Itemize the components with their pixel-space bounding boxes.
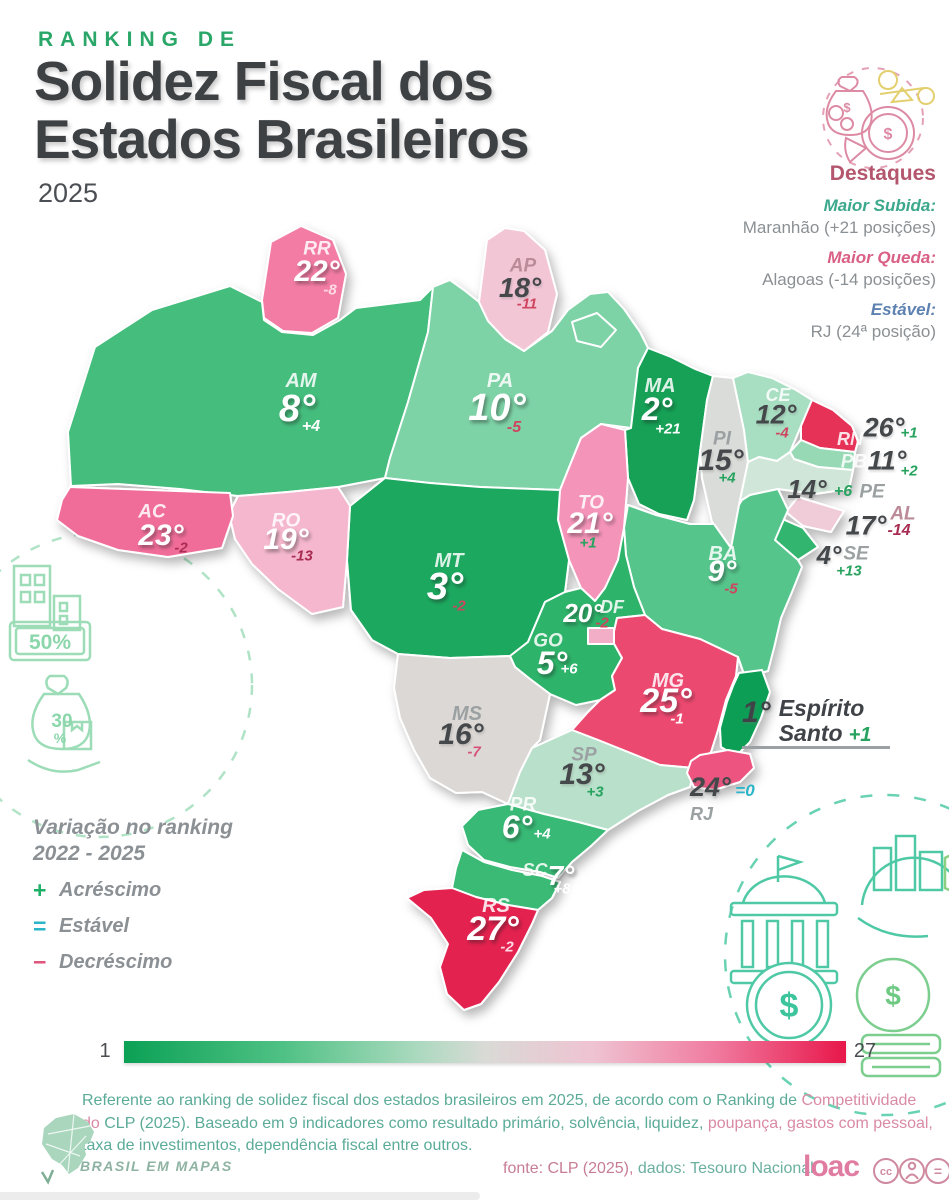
legend-label: Estável	[59, 914, 130, 937]
highlight-item: Estável: RJ (24ª posição)	[626, 300, 936, 342]
footnote-text: Referente ao ranking de solidez fiscal d…	[82, 1090, 934, 1158]
legend-symbol: =	[33, 912, 47, 939]
variation-legend: Variação no ranking 2022 - 2025 + Acrésci…	[33, 815, 233, 976]
state-shape-MA	[624, 347, 714, 521]
highlights-title: Destaques	[829, 162, 936, 185]
state-shape-RO	[228, 486, 351, 615]
highlight-label-queda: Maior Queda:	[827, 248, 936, 267]
title-line2: Estados Brasileiros	[34, 108, 530, 171]
state-shape-PA-1	[571, 312, 617, 348]
rj-rank: 24°	[690, 772, 731, 802]
es-delta: +1	[848, 723, 872, 746]
legend-title: Variação no ranking 2022 - 2025	[33, 815, 233, 868]
state-shape-CE	[732, 371, 813, 463]
bottom-strip	[0, 1192, 480, 1200]
source-dados: dados: Tesouro Nacional	[633, 1160, 814, 1177]
legend-symbol: +	[33, 876, 47, 903]
footnote-segment: Referente ao ranking de solidez fiscal d…	[82, 1092, 802, 1109]
source-line: fonte: CLP (2025), dados: Tesouro Nacion…	[503, 1160, 814, 1178]
brand-name: BRASIL EM MAPAS	[80, 1158, 233, 1174]
footnote-segment: poupança, gastos com pessoal,	[707, 1114, 933, 1132]
es-rank: 1°	[742, 696, 771, 729]
rj-callout: 24° =0 RJ	[690, 772, 755, 825]
es-name-line2: Santo	[778, 719, 843, 746]
kicker: RANKING DE	[38, 28, 242, 51]
highlight-item: Maior Queda: Alagoas (-14 posições)	[626, 248, 936, 290]
cc-icon: cc	[880, 1166, 892, 1178]
year-label: 2025	[38, 178, 99, 208]
scale-gradient	[124, 1040, 846, 1063]
source-fonte: fonte: CLP (2025),	[503, 1160, 634, 1177]
state-shape-RJ	[686, 749, 755, 791]
legend-title-line2: 2022 - 2025	[33, 842, 146, 866]
es-name: Espírito Santo +1	[779, 696, 872, 746]
state-shape-AC	[56, 486, 234, 558]
state-shape-PR	[461, 803, 609, 879]
es-callout: 1° Espírito Santo +1	[742, 696, 932, 749]
rank-scale-bar: 1 27	[92, 1040, 878, 1063]
legend-item: = Estável	[33, 913, 233, 940]
cc-equal-icon: =	[934, 1163, 942, 1179]
highlight-value-subida: Maranhão (+21 posições)	[742, 218, 936, 237]
legend-item: − Decréscimo	[33, 949, 233, 976]
state-shape-SP	[507, 729, 695, 831]
legend-item: + Acréscimo	[33, 877, 233, 904]
title-line1: Solidez Fiscal dos	[34, 50, 494, 112]
state-shape-SC	[451, 849, 561, 911]
loac-logo: loac	[803, 1150, 860, 1183]
brasil-em-mapas-logo-icon	[40, 1114, 94, 1185]
es-name-line1: Espírito	[778, 695, 865, 721]
highlights-panel: Destaques Maior Subida: Maranhão (+21 po…	[626, 162, 936, 342]
state-shape-RS	[406, 887, 539, 1011]
state-shape-RR	[261, 225, 347, 334]
footnote-segment: taxa de investimentos, dependência fisca…	[82, 1137, 473, 1155]
highlight-item: Maior Subida: Maranhão (+21 posições)	[626, 196, 936, 238]
rj-code: RJ	[690, 804, 714, 824]
highlight-label-subida: Maior Subida:	[823, 196, 936, 215]
cc-by-person-icon	[907, 1161, 917, 1171]
footnote-segment: CLP (2025). Baseado em 9 indicadores com…	[104, 1114, 708, 1132]
legend-title-line1: Variação no ranking	[33, 816, 233, 839]
legend-items: + Acréscimo = Estável − Decréscimo	[33, 877, 233, 976]
es-leader-line	[742, 746, 890, 749]
scale-max: 27	[853, 1040, 877, 1062]
highlight-value-queda: Alagoas (-14 posições)	[762, 270, 936, 289]
state-shape-AM	[67, 285, 434, 497]
highlight-value-estavel: RJ (24ª posição)	[810, 322, 936, 341]
page-title: Solidez Fiscal dos Estados Brasileiros	[34, 50, 530, 171]
scale-min: 1	[99, 1040, 111, 1062]
rj-delta: =0	[735, 781, 755, 800]
legend-symbol: −	[33, 948, 47, 975]
state-shape-AP	[478, 227, 558, 352]
footnote-segment: Competitividade do	[82, 1092, 917, 1132]
state-shape-DF	[587, 627, 615, 645]
legend-label: Decréscimo	[59, 950, 173, 973]
legend-label: Acréscimo	[59, 878, 162, 901]
highlight-label-estavel: Estável:	[870, 300, 936, 319]
creative-commons-icons: cc =	[873, 1158, 949, 1184]
